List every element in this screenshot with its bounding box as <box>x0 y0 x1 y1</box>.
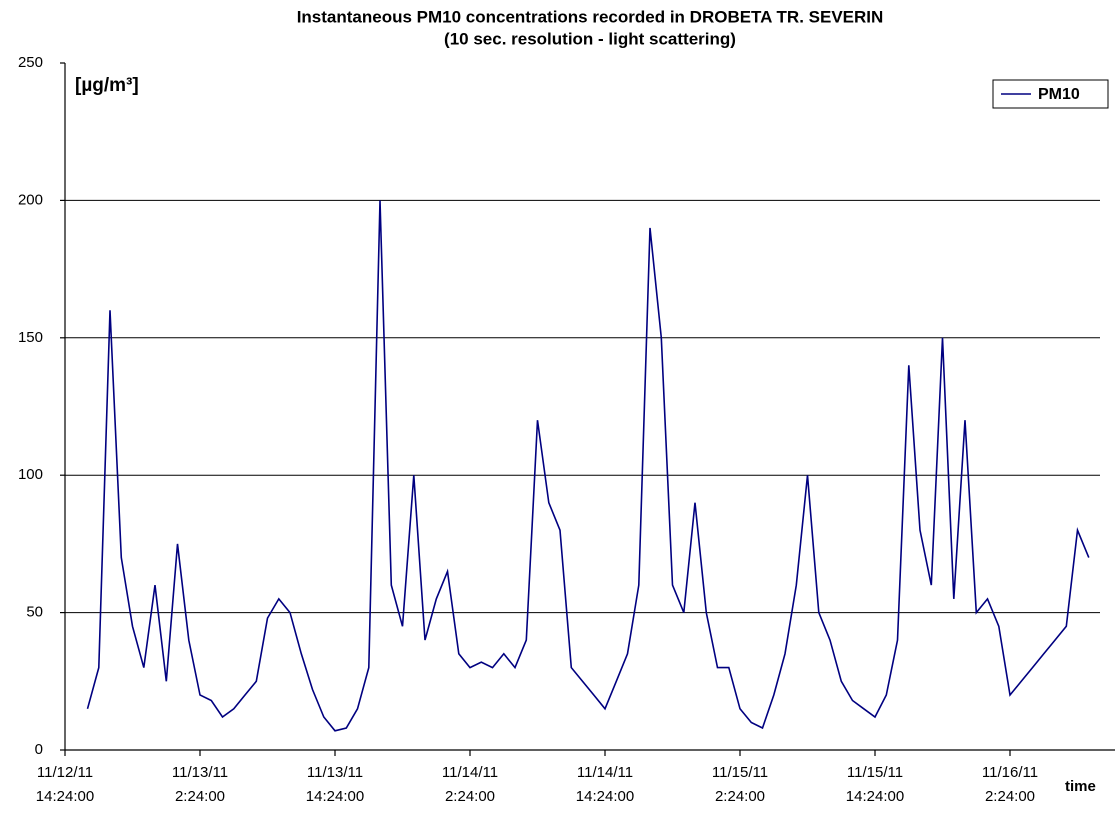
y-tick-label: 250 <box>18 54 43 71</box>
y-tick-label: 100 <box>18 466 43 483</box>
x-axis-label: time <box>1065 778 1096 795</box>
x-tick-label: 11/13/11 14:24:00 <box>306 764 364 805</box>
x-tick-label: 11/12/11 14:24:00 <box>36 764 94 805</box>
x-tick-label: 11/16/11 2:24:00 <box>982 764 1038 805</box>
legend: PM10 <box>992 79 1109 109</box>
x-tick-label: 11/13/11 2:24:00 <box>172 764 228 805</box>
y-tick-label: 0 <box>35 741 43 758</box>
chart-title: Instantaneous PM10 concentrations record… <box>297 7 884 26</box>
y-tick-label: 200 <box>18 191 43 208</box>
legend-label: PM10 <box>1038 86 1080 103</box>
x-tick-label: 11/15/11 2:24:00 <box>712 764 768 805</box>
x-tick-label: 11/14/11 14:24:00 <box>576 764 634 805</box>
chart-subtitle: (10 sec. resolution - light scattering) <box>444 29 736 48</box>
y-unit-label: [µg/m³] <box>75 75 139 96</box>
data-line <box>86 200 1090 732</box>
y-tick-label: 50 <box>26 604 43 621</box>
x-tick-label: 11/15/11 14:24:00 <box>846 764 904 805</box>
x-tick-label: 11/14/11 2:24:00 <box>442 764 498 805</box>
y-tick-label: 150 <box>18 329 43 346</box>
